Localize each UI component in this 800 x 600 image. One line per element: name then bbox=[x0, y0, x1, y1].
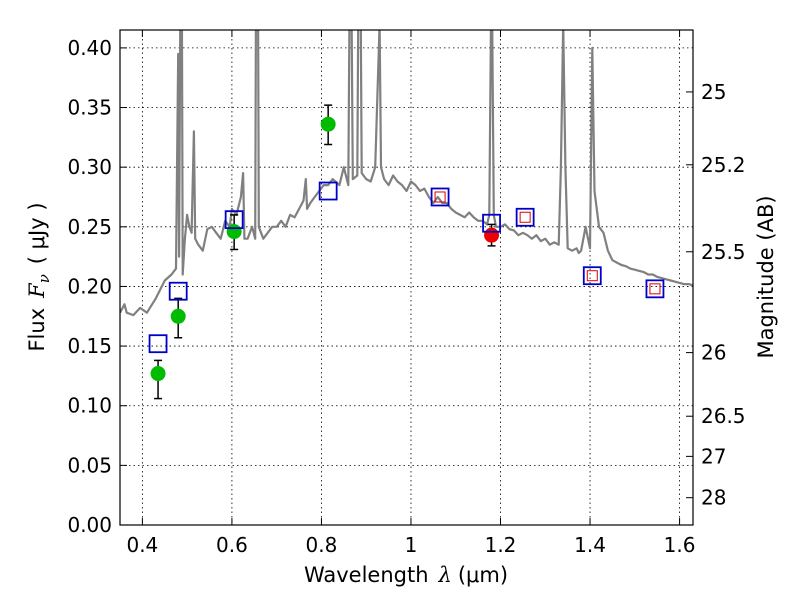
x-tick-label: 1.4 bbox=[574, 533, 606, 557]
model-box-inner bbox=[434, 191, 446, 203]
mag-tick-label: 26.5 bbox=[701, 404, 746, 428]
y-axis-label: FluxFν( μJy ) bbox=[25, 202, 53, 351]
axis-ticks bbox=[120, 30, 693, 526]
model-box bbox=[224, 210, 244, 230]
y-tick-label: 0.25 bbox=[67, 215, 112, 239]
model-box-inner bbox=[519, 211, 531, 223]
tick-labels: 0.4 0.6 0.8 1 1.2 1.4 1.6 0.00 0.05 0.10 0.15 0.20 0… bbox=[67, 36, 745, 557]
y2-axis-label: Magnitude (AB) bbox=[754, 195, 778, 358]
spectrum-layer bbox=[120, 30, 693, 317]
x-tick-label: 1.2 bbox=[485, 533, 517, 557]
x-tick-label: 0.6 bbox=[216, 533, 248, 557]
error-bar-layer bbox=[154, 104, 496, 400]
y-tick-label: 0.40 bbox=[67, 36, 112, 60]
mag-tick-label: 25 bbox=[701, 80, 726, 104]
model-box bbox=[645, 279, 665, 299]
x-tick-label: 1.6 bbox=[664, 533, 696, 557]
y-tick-label: 0.10 bbox=[67, 394, 112, 418]
model-box-inner bbox=[586, 270, 598, 282]
y-tick-label: 0.20 bbox=[67, 274, 112, 298]
plot-frame bbox=[119, 29, 694, 526]
observed-point bbox=[320, 116, 336, 132]
model-box bbox=[318, 181, 338, 201]
x-tick-label: 0.8 bbox=[306, 533, 338, 557]
model-box bbox=[148, 334, 168, 354]
model-box bbox=[168, 281, 188, 301]
y-tick-label: 0.15 bbox=[67, 334, 112, 358]
x-tick-label: 1 bbox=[405, 533, 418, 557]
mag-tick-label: 28 bbox=[701, 486, 726, 510]
observed-point bbox=[226, 224, 242, 240]
mag-tick-label: 26 bbox=[701, 341, 726, 365]
y-tick-label: 0.35 bbox=[67, 96, 112, 120]
observed-point bbox=[170, 308, 186, 324]
observed-point bbox=[484, 227, 500, 243]
model-box bbox=[582, 266, 602, 286]
model-box-layer bbox=[148, 181, 665, 354]
spectrum-line bbox=[120, 30, 693, 317]
x-axis-label: Wavelength λ (μm) bbox=[304, 563, 508, 587]
model-box-inner bbox=[649, 283, 661, 295]
y-tick-label: 0.30 bbox=[67, 155, 112, 179]
mag-tick-label: 27 bbox=[701, 444, 726, 468]
x-tick-label: 0.4 bbox=[126, 533, 158, 557]
observed-point bbox=[150, 366, 166, 382]
mag-tick-label: 25.5 bbox=[701, 240, 746, 264]
y-tick-label: 0.05 bbox=[67, 453, 112, 477]
mag-tick-label: 25.2 bbox=[701, 153, 746, 177]
y-tick-label: 0.00 bbox=[67, 513, 112, 537]
grid bbox=[120, 30, 693, 526]
model-box bbox=[430, 187, 450, 207]
model-box bbox=[482, 213, 501, 233]
model-box bbox=[515, 207, 535, 227]
